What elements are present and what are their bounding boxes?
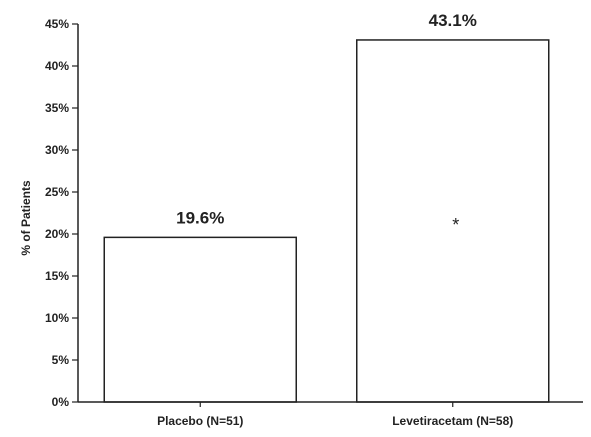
y-tick-label: 0% [52, 395, 70, 409]
y-tick-label: 45% [45, 17, 69, 31]
x-tick-label: Placebo (N=51) [157, 414, 243, 428]
y-axis-title: % of Patients [19, 180, 33, 256]
data-label: 43.1% [429, 11, 477, 30]
x-axis-labels: Placebo (N=51) Levetiracetam (N=58) [157, 402, 513, 428]
bar [356, 39, 550, 403]
y-tick-label: 10% [45, 311, 69, 325]
y-tick-label: 35% [45, 101, 69, 115]
y-axis-ticks: 0% 5% 10% 15% 20% 25% 30% 35% 40% 45% [45, 17, 78, 409]
y-tick-label: 5% [52, 353, 70, 367]
x-tick-label: Levetiracetam (N=58) [392, 414, 513, 428]
y-tick-label: 25% [45, 185, 69, 199]
y-tick-label: 40% [45, 59, 69, 73]
significance-marker: * [452, 215, 459, 235]
bars: 19.6% 43.1% * [103, 11, 550, 403]
data-label: 19.6% [176, 208, 224, 227]
bar [103, 236, 297, 403]
y-tick-label: 20% [45, 227, 69, 241]
y-tick-label: 15% [45, 269, 69, 283]
y-tick-label: 30% [45, 143, 69, 157]
